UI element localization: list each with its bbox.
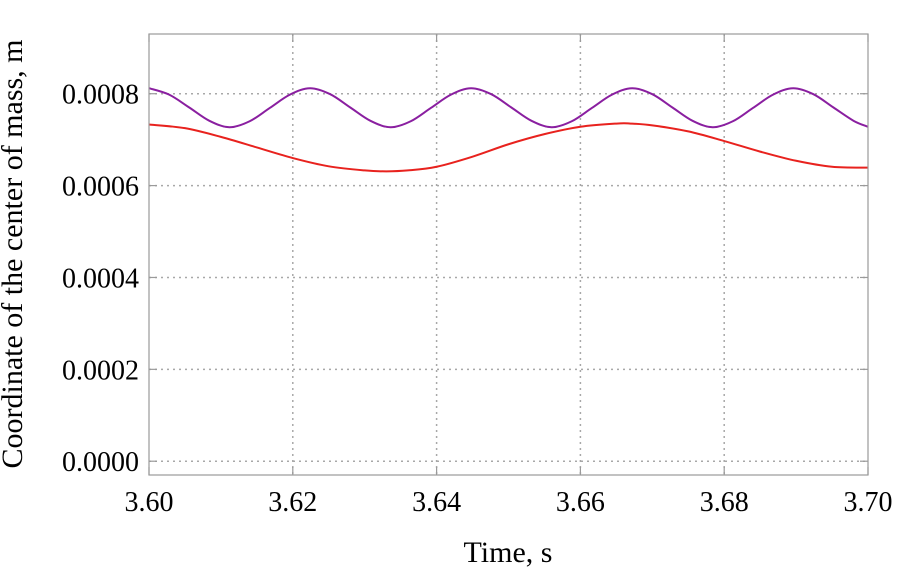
x-tick-label: 3.60 [125, 487, 174, 518]
y-axis-title: Coordinate of the center of mass, m [0, 39, 29, 468]
series-line-1 [148, 122, 869, 173]
y-tick-label: 0.0000 [62, 447, 139, 478]
x-tick-label: 3.70 [844, 487, 893, 518]
y-tick-label: 0.0008 [62, 80, 139, 111]
y-tick-labels: 0.0000 0.0002 0.0004 0.0006 0.0008 [62, 80, 139, 479]
x-tick-label: 3.62 [268, 487, 317, 518]
grid [149, 34, 868, 475]
y-tick-label: 0.0002 [62, 355, 139, 386]
ticks [148, 34, 869, 475]
series-layer [148, 87, 869, 173]
y-tick-label: 0.0006 [62, 172, 139, 203]
x-tick-labels: 3.60 3.62 3.64 3.66 3.68 3.70 [125, 487, 893, 518]
series-line-2 [148, 87, 869, 129]
x-tick-label: 3.66 [556, 487, 605, 518]
plot-background [149, 34, 868, 475]
plot-frame [148, 33, 869, 476]
x-axis-title: Time, s [464, 536, 553, 569]
y-tick-label: 0.0004 [62, 263, 139, 294]
x-tick-label: 3.64 [412, 487, 461, 518]
x-tick-label: 3.68 [700, 487, 749, 518]
